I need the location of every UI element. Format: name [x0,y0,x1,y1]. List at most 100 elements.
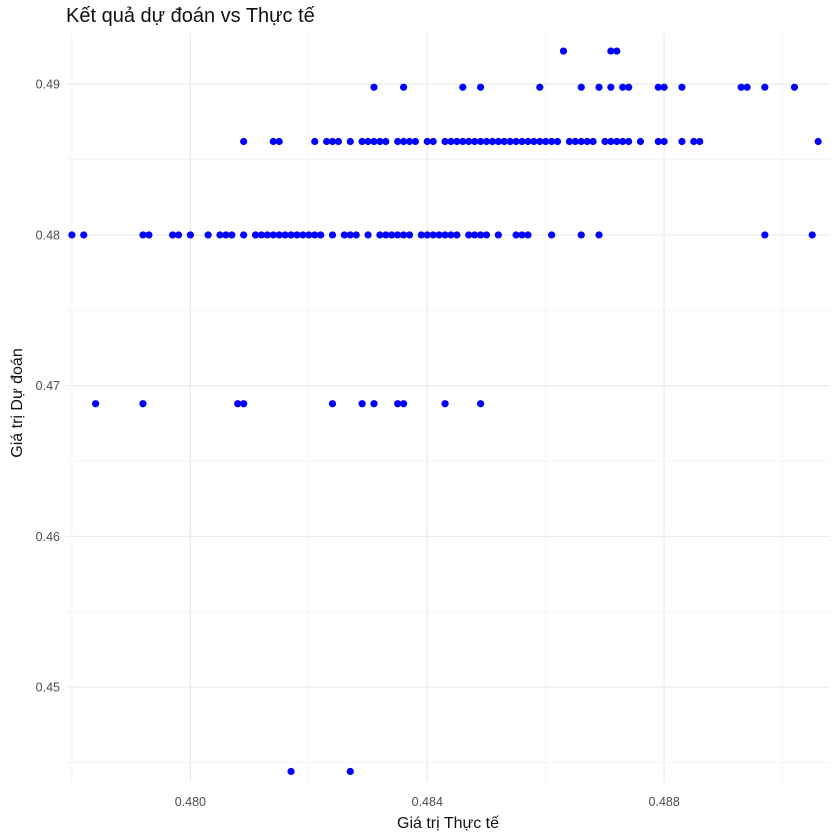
x-tick-label: 0.488 [649,795,680,809]
data-point [654,83,662,91]
data-point [399,231,408,239]
data-point [548,231,556,239]
data-point [394,137,402,146]
data-point [429,137,437,146]
data-point [512,137,520,146]
y-axis-ticks: 0.45 0.46 0.47 0.48 0.49 [36,78,60,695]
data-point [305,231,313,239]
x-tick-label: 0.484 [412,795,443,809]
data-point [240,400,248,408]
data-point [257,231,266,239]
data-point [275,137,283,146]
data-point [346,767,354,776]
data-point [761,231,769,239]
data-point [92,400,100,408]
data-point [595,83,603,91]
data-point [476,83,485,91]
data-point [269,137,277,146]
data-point [228,231,236,239]
data-point [536,137,544,146]
data-point [204,231,212,239]
data-point [311,231,319,239]
data-point [340,231,348,239]
data-point [435,231,443,239]
data-point [287,231,295,239]
grid-major [66,33,830,782]
data-point [370,83,378,91]
data-point [494,231,502,239]
grid-minor [66,33,830,782]
data-point [240,231,248,239]
data-point [376,137,384,146]
data-point [222,231,230,239]
data-point [583,137,591,146]
data-point [654,137,662,146]
data-points [68,47,822,776]
data-point [388,231,396,239]
data-point [364,137,372,146]
data-point [234,400,242,408]
data-point [482,137,491,146]
data-point [394,231,402,239]
chart-title: Kết quả dự đoán vs Thực tế [66,5,315,27]
data-point [328,137,337,146]
data-point [263,231,271,239]
x-axis-ticks: 0.480 0.484 0.488 [175,795,680,809]
data-point [636,137,645,146]
data-point [405,137,414,146]
y-tick-label: 0.46 [36,530,60,544]
data-point [293,231,301,239]
data-point [423,231,431,239]
data-point [465,137,473,146]
data-point [660,83,668,91]
data-point [281,231,289,239]
data-point [447,231,455,239]
data-point [68,231,76,239]
data-point [761,83,769,91]
data-point [471,231,479,239]
data-point [370,400,378,408]
data-point [589,137,597,146]
data-point [619,83,627,91]
data-point [808,231,816,239]
data-point [399,83,408,91]
data-point [494,137,502,146]
data-point [322,137,331,146]
data-point [465,231,473,239]
data-point [346,137,354,146]
y-tick-label: 0.49 [36,78,60,92]
data-point [500,137,508,146]
data-point [613,47,621,55]
data-point [346,231,354,239]
data-point [678,137,686,146]
data-point [216,231,224,239]
data-point [577,231,585,239]
data-point [471,137,479,146]
data-point [607,137,615,146]
data-point [240,137,248,146]
data-point [482,231,491,239]
data-point [399,137,408,146]
data-point [394,400,402,408]
data-point [459,83,467,91]
data-point [352,231,360,239]
data-point [429,231,437,239]
data-point [476,231,485,239]
data-point [678,83,686,91]
data-point [80,231,88,239]
data-point [358,400,366,408]
data-point [559,47,568,55]
data-point [476,400,485,408]
data-point [139,400,147,408]
data-point [613,137,621,146]
data-point [814,137,822,146]
data-point [476,137,485,146]
data-point [334,137,343,146]
data-point [299,231,307,239]
data-point [607,47,615,55]
data-point [382,137,390,146]
data-point [370,137,378,146]
data-point [328,231,337,239]
y-tick-label: 0.47 [36,379,60,393]
data-point [565,137,574,146]
